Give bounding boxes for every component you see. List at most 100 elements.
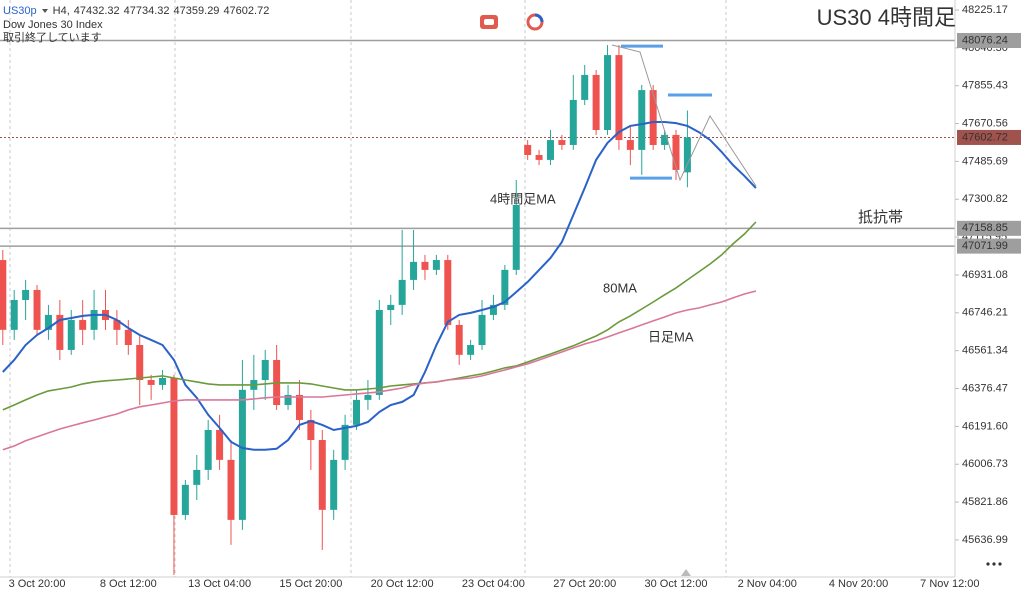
y-tick-label: 45821.86 bbox=[962, 496, 1008, 508]
candle-body bbox=[261, 359, 269, 381]
series-label: 80MA bbox=[603, 280, 637, 295]
y-tick-label: 46191.60 bbox=[962, 420, 1008, 432]
candle-body bbox=[204, 429, 212, 470]
y-tick-label: 47300.82 bbox=[962, 193, 1008, 205]
candle-body bbox=[387, 304, 395, 310]
candle-body bbox=[216, 429, 224, 460]
candle-body bbox=[33, 289, 41, 330]
grid bbox=[9, 0, 727, 577]
ma-line bbox=[2, 221, 757, 411]
x-tick-label: 23 Oct 04:00 bbox=[462, 578, 525, 590]
x-tick-label: 2 Nov 04:00 bbox=[738, 578, 797, 590]
candle-body bbox=[22, 289, 30, 300]
candle-body bbox=[604, 55, 612, 131]
candle-body bbox=[136, 345, 144, 381]
status: 取引終了しています bbox=[3, 30, 102, 44]
candle-body bbox=[398, 279, 406, 305]
time-marker bbox=[681, 569, 691, 576]
candle-body bbox=[193, 469, 201, 485]
y-tick-label: 46931.08 bbox=[962, 269, 1008, 281]
x-tick-label: 7 Nov 12:00 bbox=[920, 578, 979, 590]
candle-body bbox=[581, 74, 589, 100]
candle-body bbox=[626, 140, 634, 150]
candle-body bbox=[501, 269, 509, 305]
symbol: US30p bbox=[3, 5, 37, 17]
x-tick-label: 20 Oct 12:00 bbox=[371, 578, 434, 590]
x-tick-label: 27 Oct 20:00 bbox=[553, 578, 616, 590]
candle-body bbox=[638, 90, 646, 150]
y-tick-label: 46006.73 bbox=[962, 458, 1008, 470]
series-label: 4時間足MA bbox=[490, 191, 556, 206]
candle-body bbox=[455, 324, 463, 355]
candle-body bbox=[444, 260, 452, 325]
candle-body bbox=[124, 329, 132, 346]
x-tick-label: 30 Oct 12:00 bbox=[644, 578, 707, 590]
candle-body bbox=[569, 99, 577, 145]
candle-body bbox=[683, 137, 691, 173]
candle-body bbox=[147, 380, 155, 385]
candle-body bbox=[432, 260, 440, 270]
y-tick-label: 47670.56 bbox=[962, 117, 1008, 129]
candle-body bbox=[318, 440, 326, 510]
candle-body bbox=[307, 419, 315, 441]
chart-title: US30 4時間足 bbox=[817, 5, 956, 30]
candle-body bbox=[649, 90, 657, 145]
more-menu[interactable] bbox=[986, 562, 1002, 566]
icon bbox=[534, 13, 544, 23]
timeframe: H4, bbox=[53, 5, 70, 17]
candle-body bbox=[478, 314, 486, 346]
candle-body bbox=[524, 144, 532, 155]
candle-body bbox=[0, 260, 7, 330]
x-tick-label: 8 Oct 12:00 bbox=[100, 578, 157, 590]
candle-body bbox=[535, 154, 543, 160]
price-label: 47602.72 bbox=[962, 131, 1008, 143]
open-value: 47432.32 bbox=[74, 5, 120, 17]
candle-body bbox=[592, 74, 600, 131]
x-tick-label: 3 Oct 20:00 bbox=[9, 578, 66, 590]
candle-body bbox=[330, 459, 338, 510]
low-value: 47359.29 bbox=[174, 5, 220, 17]
candle-body bbox=[341, 424, 349, 460]
x-tick-label: 15 Oct 20:00 bbox=[279, 578, 342, 590]
toolbar-icons[interactable] bbox=[480, 13, 544, 31]
x-tick-label: 13 Oct 04:00 bbox=[188, 578, 251, 590]
header: US30p H4, 47432.32 47734.32 47359.29 47602.72 bbox=[3, 5, 269, 17]
ma-line bbox=[2, 290, 757, 451]
candle-body bbox=[512, 204, 520, 270]
series-label: 日足MA bbox=[648, 329, 694, 344]
candle-body bbox=[90, 309, 98, 330]
icon bbox=[484, 19, 494, 25]
projection-line bbox=[611, 44, 757, 187]
candle-body bbox=[375, 309, 383, 395]
level-box bbox=[957, 238, 1021, 254]
level-label: 47158.85 bbox=[962, 222, 1008, 234]
y-tick-label: 46746.21 bbox=[962, 307, 1008, 319]
candle-body bbox=[79, 320, 87, 330]
zone-label: 抵抗帯 bbox=[858, 209, 903, 226]
y-tick-label: 45636.99 bbox=[962, 534, 1008, 546]
price-box bbox=[957, 129, 1021, 145]
candle-body bbox=[353, 399, 361, 425]
candle-body bbox=[489, 304, 497, 315]
candle-body bbox=[284, 394, 292, 406]
ma-line bbox=[2, 121, 757, 451]
candle-body bbox=[10, 299, 18, 330]
candle-body bbox=[410, 261, 418, 280]
candle-body bbox=[467, 345, 475, 355]
dropdown-icon[interactable] bbox=[42, 9, 48, 13]
candle-body bbox=[113, 320, 121, 330]
high-value: 47734.32 bbox=[124, 5, 170, 17]
level-box bbox=[957, 32, 1021, 48]
candle-body bbox=[227, 459, 235, 520]
candle-body bbox=[56, 314, 64, 350]
y-tick-label: 47485.69 bbox=[962, 155, 1008, 167]
level-label: 48076.24 bbox=[962, 34, 1008, 46]
dot bbox=[998, 562, 1002, 566]
candle-body bbox=[44, 314, 52, 330]
candle-body bbox=[181, 484, 189, 515]
x-tick-label: 4 Nov 20:00 bbox=[829, 578, 888, 590]
plot-area bbox=[0, 39, 955, 575]
candle-body bbox=[170, 377, 178, 515]
y-tick-label: 46376.47 bbox=[962, 382, 1008, 394]
y-tick-label: 46561.34 bbox=[962, 345, 1008, 357]
